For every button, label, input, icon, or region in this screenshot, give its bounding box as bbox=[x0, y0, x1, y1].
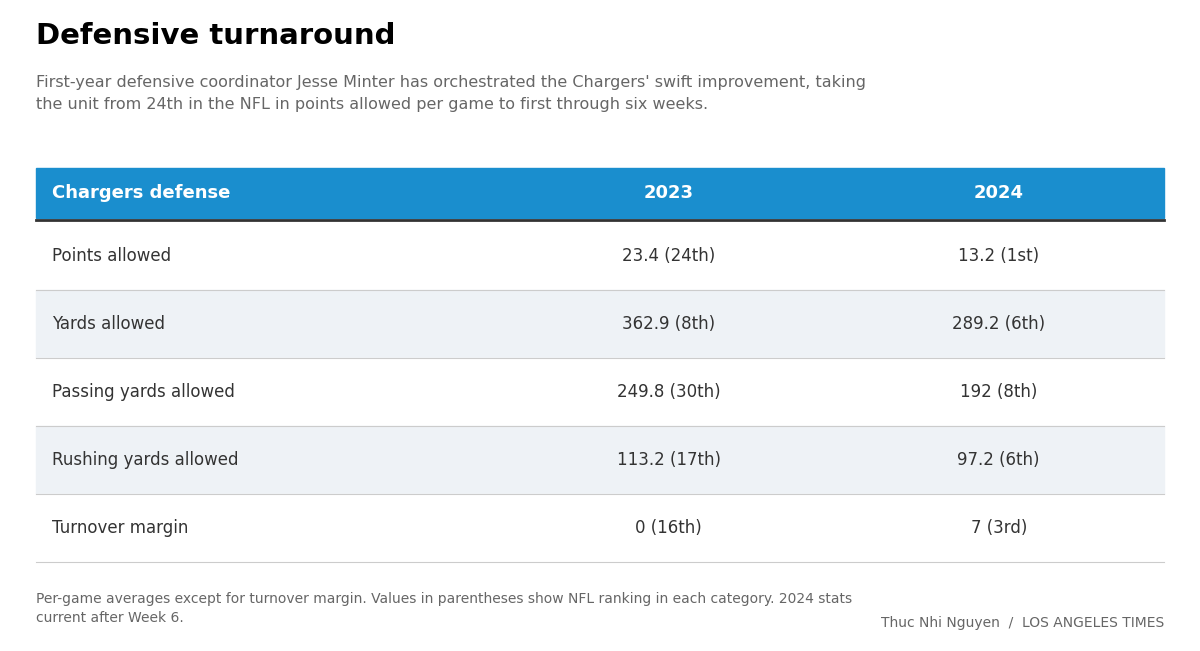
Text: 2024: 2024 bbox=[973, 184, 1024, 202]
Text: 289.2 (6th): 289.2 (6th) bbox=[952, 315, 1045, 333]
Text: 7 (3rd): 7 (3rd) bbox=[971, 519, 1027, 537]
Text: Points allowed: Points allowed bbox=[52, 247, 172, 265]
Text: 13.2 (1st): 13.2 (1st) bbox=[958, 247, 1039, 265]
Text: Passing yards allowed: Passing yards allowed bbox=[52, 383, 235, 401]
Text: Chargers defense: Chargers defense bbox=[52, 184, 230, 202]
Text: 0 (16th): 0 (16th) bbox=[636, 519, 702, 537]
Text: 97.2 (6th): 97.2 (6th) bbox=[958, 451, 1040, 469]
Text: 362.9 (8th): 362.9 (8th) bbox=[623, 315, 715, 333]
Text: Yards allowed: Yards allowed bbox=[52, 315, 166, 333]
Text: Turnover margin: Turnover margin bbox=[52, 519, 188, 537]
Text: Thuc Nhi Nguyen  /  LOS ANGELES TIMES: Thuc Nhi Nguyen / LOS ANGELES TIMES bbox=[881, 616, 1164, 630]
Text: 192 (8th): 192 (8th) bbox=[960, 383, 1038, 401]
Text: 2023: 2023 bbox=[644, 184, 694, 202]
Text: Rushing yards allowed: Rushing yards allowed bbox=[52, 451, 239, 469]
Text: 249.8 (30th): 249.8 (30th) bbox=[617, 383, 721, 401]
Text: 113.2 (17th): 113.2 (17th) bbox=[617, 451, 721, 469]
Text: Defensive turnaround: Defensive turnaround bbox=[36, 22, 396, 50]
Text: Per-game averages except for turnover margin. Values in parentheses show NFL ran: Per-game averages except for turnover ma… bbox=[36, 592, 852, 626]
Text: 23.4 (24th): 23.4 (24th) bbox=[622, 247, 715, 265]
Text: First-year defensive coordinator Jesse Minter has orchestrated the Chargers' swi: First-year defensive coordinator Jesse M… bbox=[36, 75, 866, 111]
